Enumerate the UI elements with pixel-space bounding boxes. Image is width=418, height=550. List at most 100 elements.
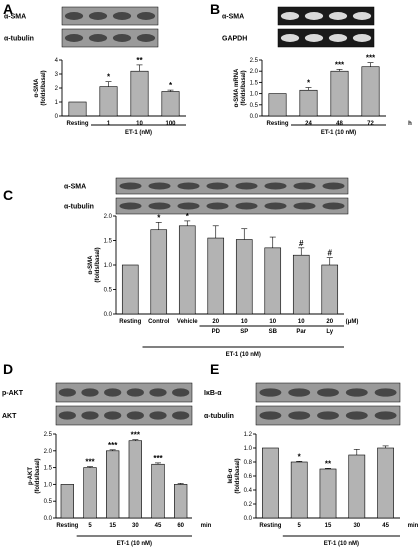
- significance-d-4: ***: [131, 431, 141, 440]
- y-tick-label-d-2: 1.0: [44, 482, 53, 488]
- blot-label-d-2: AKT: [2, 413, 17, 420]
- x-tick-label-d-1: Resting: [56, 523, 78, 529]
- x-tick-label-e-2: 5: [298, 523, 302, 529]
- y-tick-label-d-5: 2.5: [44, 432, 53, 438]
- bar-d-3: [106, 450, 120, 519]
- blot-band-c-2-2: [148, 202, 171, 210]
- blot-band-a-2-4: [136, 34, 156, 42]
- blot-strip-a-1: [61, 6, 159, 26]
- inhibitor-label-c-8: Ly: [326, 329, 333, 335]
- significance-e-3: **: [325, 459, 332, 468]
- y-tick-label-c-2: 1.0: [104, 263, 113, 269]
- x-tick-label-c-3: Vehicle: [177, 319, 198, 325]
- blot-band-e-1-2: [288, 388, 311, 397]
- bar-c-8: [321, 264, 339, 315]
- blot-strip-b-1: [277, 6, 375, 26]
- y-tick-label-d-3: 1.5: [44, 466, 53, 472]
- bar-c-7: [292, 254, 310, 315]
- significance-d-5: ***: [153, 454, 163, 463]
- blot-band-a-1-4: [136, 12, 156, 20]
- group-label-e: ET-1 (10 nM): [324, 541, 359, 547]
- x-tick-label-b-3: 48: [336, 121, 343, 127]
- y-tick-label-c-3: 1.5: [104, 239, 113, 245]
- blot-band-c-1-4: [206, 182, 229, 190]
- bar-c-1: [121, 264, 139, 315]
- bar-d-1: [60, 484, 74, 519]
- blot-band-c-2-7: [293, 202, 316, 210]
- x-tick-label-c-2: Control: [148, 319, 170, 325]
- inhibitor-label-c-5: SP: [240, 329, 248, 335]
- blot-band-e-2-5: [374, 411, 397, 420]
- x-unit-d: min: [201, 523, 212, 529]
- blot-strip-b-2: [277, 28, 375, 48]
- blot-band-a-2-2: [88, 34, 108, 42]
- y-tick-label-c-4: 2.0: [104, 214, 113, 220]
- y-axis-label-c-2: (folds/basal): [95, 247, 101, 282]
- blot-band-c-1-5: [235, 182, 258, 190]
- blot-band-d-2-6: [172, 411, 190, 420]
- bar-b-2: [299, 89, 318, 117]
- x-tick-label-d-4: 30: [132, 523, 139, 529]
- panel-label-a: A: [3, 1, 13, 17]
- x-tick-label-a-3: 10: [136, 121, 143, 127]
- bar-a-4: [161, 91, 180, 117]
- y-axis-label-b-2: (folds/basal): [241, 70, 247, 105]
- x-tick-label-e-3: 15: [325, 523, 332, 529]
- significance-c-3: *: [186, 212, 190, 221]
- blot-band-d-2-4: [126, 411, 144, 420]
- bar-c-5: [235, 239, 253, 315]
- group-label-d: ET-1 (10 nM): [117, 541, 152, 547]
- blot-band-e-2-2: [288, 411, 311, 420]
- blot-band-c-1-1: [119, 182, 142, 190]
- y-tick-label-b-5: 2.5: [250, 58, 259, 64]
- significance-a-3: **: [136, 56, 143, 65]
- y-axis-label-e-2: (folds/basal): [235, 458, 241, 493]
- bar-d-5: [151, 463, 165, 519]
- blot-band-d-2-3: [104, 411, 122, 420]
- blot-label-a-2: α-tubulin: [4, 36, 34, 43]
- y-tick-label-a-3: 3: [55, 72, 59, 78]
- x-tick-label-e-4: 30: [353, 523, 360, 529]
- bar-c-3: [178, 225, 196, 315]
- x-tick-label-d-6: 60: [177, 523, 184, 529]
- bar-e-5: [377, 447, 394, 519]
- blot-strip-a-2: [61, 28, 159, 48]
- blot-label-e-1: IκB-α: [204, 390, 222, 397]
- bar-d-4: [128, 440, 142, 519]
- bar-b-3: [330, 70, 349, 117]
- significance-d-2: ***: [85, 458, 95, 467]
- blot-band-e-1-1: [259, 388, 282, 397]
- blot-band-c-2-4: [206, 202, 229, 210]
- blot-band-b-1-2: [304, 12, 324, 20]
- bar-b-1: [268, 93, 287, 117]
- significance-e-2: *: [298, 452, 302, 461]
- blot-strip-d-1: [55, 382, 193, 403]
- x-tick-label-d-5: 45: [155, 523, 162, 529]
- significance-c-2: *: [157, 213, 161, 222]
- blot-band-e-1-5: [374, 388, 397, 397]
- significance-c-8: #: [328, 249, 333, 258]
- x-tick-label-e-1: Resting: [259, 523, 281, 529]
- blot-strip-c-1: [115, 177, 349, 195]
- panel-label-b: B: [210, 1, 220, 17]
- x-unit-c: (μM): [346, 319, 359, 325]
- significance-c-7: #: [299, 239, 304, 248]
- x-tick-label-c-7: 10: [298, 319, 305, 325]
- panel-label-d: D: [3, 361, 13, 377]
- blot-band-a-2-3: [112, 34, 132, 42]
- bar-e-1: [262, 447, 279, 519]
- blot-band-c-2-3: [177, 202, 200, 210]
- blot-band-d-1-2: [81, 388, 99, 397]
- bar-a-1: [68, 101, 87, 117]
- blot-band-d-2-1: [58, 411, 76, 420]
- y-tick-label-b-3: 1.5: [250, 80, 259, 86]
- y-tick-label-e-2: 0.4: [244, 488, 253, 494]
- blot-band-b-1-4: [352, 12, 372, 20]
- blot-label-c-2: α-tubulin: [64, 204, 94, 211]
- blot-strip-d-2: [55, 405, 193, 426]
- y-tick-label-b-4: 2.0: [250, 69, 259, 75]
- y-tick-label-e-0: 0.0: [244, 516, 253, 522]
- x-tick-label-a-2: 1: [107, 121, 111, 127]
- y-axis-label-a-2: (folds/basal): [41, 70, 47, 105]
